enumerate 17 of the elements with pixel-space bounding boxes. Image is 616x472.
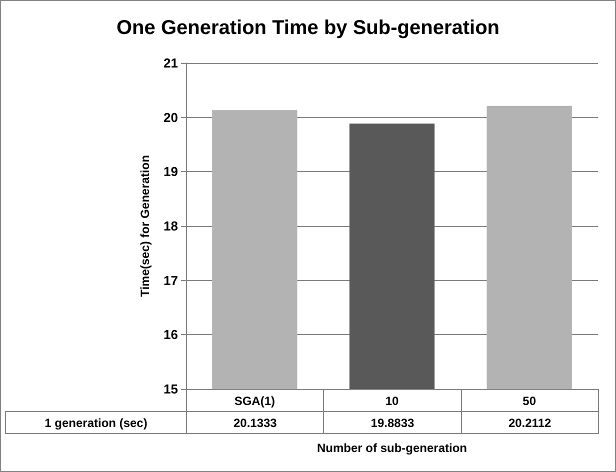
y-tick-label: 17 bbox=[164, 272, 178, 288]
y-tick-label: 21 bbox=[164, 56, 178, 70]
chart-title: One Generation Time by Sub-generation bbox=[116, 17, 500, 39]
x-axis-title: Number of sub-generation bbox=[316, 441, 468, 455]
text: 1 generation (sec) bbox=[5, 411, 187, 434]
y-tick-label: 15 bbox=[164, 382, 178, 396]
x-tick-label: 10 bbox=[385, 394, 399, 408]
y-tick-label: 18 bbox=[164, 218, 178, 234]
y-axis-title: Time(sec) for Generation bbox=[138, 155, 152, 297]
y-tick-label: 19 bbox=[164, 164, 178, 180]
y-tick-label: 20 bbox=[164, 110, 178, 125]
x-tick-label: SGA(1) bbox=[234, 394, 276, 408]
y-tick-label: 16 bbox=[164, 327, 178, 342]
data-label: 20.1333 bbox=[186, 411, 324, 434]
data-label: 19.8833 bbox=[323, 411, 462, 434]
data-label: 20.2112 bbox=[460, 411, 599, 434]
x-tick-label: 50 bbox=[522, 394, 536, 408]
